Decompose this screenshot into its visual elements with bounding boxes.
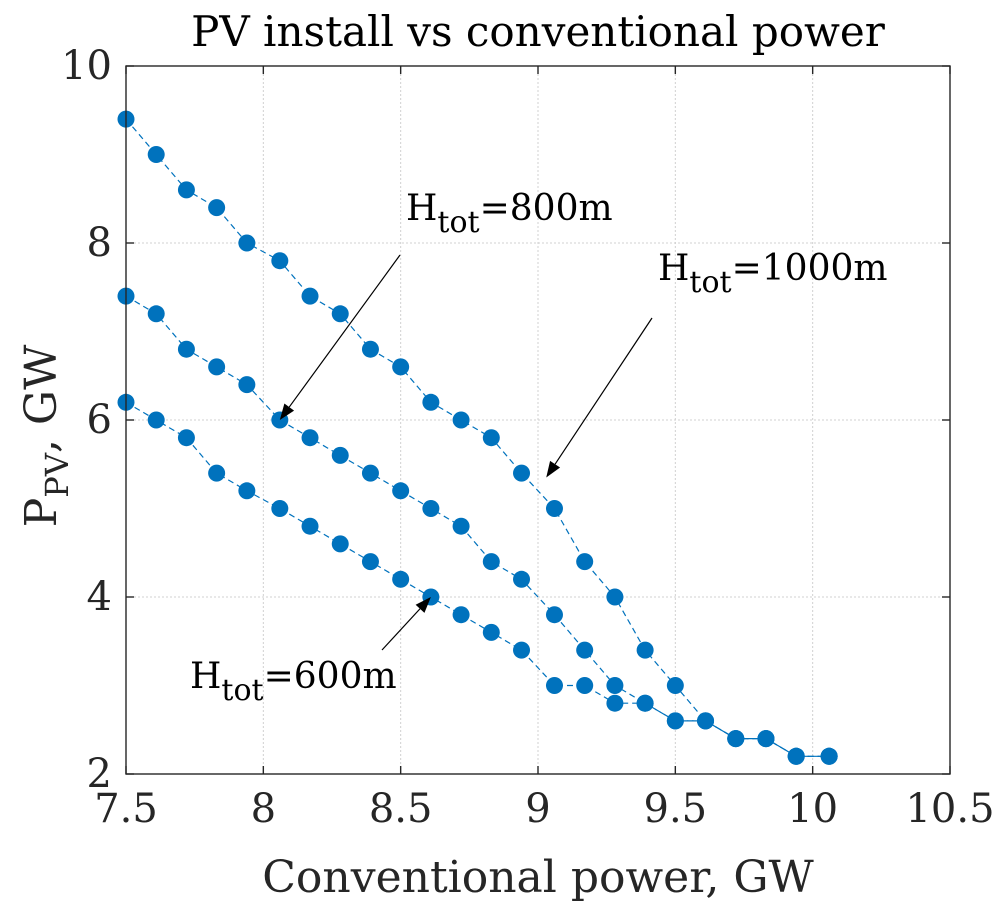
data-point xyxy=(576,677,594,694)
annotation-arrow-shaft xyxy=(554,317,653,465)
annotation-a800: Htot=800m xyxy=(279,188,613,420)
x-tick-label: 10 xyxy=(787,786,838,832)
annotation-arrow-head xyxy=(546,460,561,478)
annotation-arrow-shaft xyxy=(381,608,421,651)
data-point xyxy=(301,287,319,305)
data-point xyxy=(361,464,379,482)
data-point xyxy=(452,606,470,624)
axes xyxy=(125,65,951,775)
data-point xyxy=(697,712,715,730)
annotation-label: Htot=800m xyxy=(406,188,613,240)
x-tick-label: 8 xyxy=(251,786,276,832)
data-point xyxy=(392,358,410,376)
data-point xyxy=(331,535,349,553)
data-point xyxy=(177,429,195,447)
data-point xyxy=(727,730,745,748)
data-point xyxy=(576,553,594,571)
data-point xyxy=(513,464,531,482)
x-tick-label: 8.5 xyxy=(369,786,433,832)
x-tick-label: 9 xyxy=(525,786,550,832)
annotation-arrow-shaft xyxy=(288,254,401,408)
data-point xyxy=(482,429,500,447)
data-point xyxy=(482,553,500,571)
data-point xyxy=(177,181,195,199)
data-point xyxy=(787,747,805,765)
data-point xyxy=(606,694,624,712)
y-axis-label: PPV, GW xyxy=(16,344,76,527)
data-point xyxy=(208,199,226,217)
data-point xyxy=(636,641,654,659)
x-tick-label: 10.5 xyxy=(905,786,994,832)
data-point xyxy=(361,553,379,571)
data-point xyxy=(513,641,531,659)
data-point xyxy=(271,500,289,517)
data-point xyxy=(545,500,563,517)
data-point xyxy=(757,730,775,748)
data-point xyxy=(238,234,256,252)
series-layer xyxy=(117,110,838,765)
data-point xyxy=(422,500,440,517)
series-2 xyxy=(117,110,838,765)
annotation-arrow-head xyxy=(415,597,431,613)
data-point xyxy=(238,376,256,394)
data-point xyxy=(820,747,838,765)
x-tick-label: 9.5 xyxy=(644,786,708,832)
data-point xyxy=(636,694,654,712)
data-point xyxy=(392,482,410,500)
x-axis-label: Conventional power, GW xyxy=(262,852,814,903)
y-label-suffix: , GW xyxy=(16,344,67,453)
y-label-main: P xyxy=(16,498,67,528)
data-point xyxy=(147,146,165,163)
y-tick-label: 8 xyxy=(87,220,112,266)
y-tick-label: 2 xyxy=(87,751,112,797)
data-point xyxy=(606,677,624,694)
y-tick-label: 10 xyxy=(61,43,112,89)
data-point xyxy=(545,677,563,694)
series-0 xyxy=(117,393,838,765)
data-point xyxy=(361,340,379,358)
annotation-a600: Htot=600m xyxy=(190,597,431,708)
data-point xyxy=(666,712,684,730)
data-point xyxy=(208,464,226,482)
data-point xyxy=(301,517,319,535)
y-tick-label: 4 xyxy=(87,574,112,620)
data-point xyxy=(576,641,594,659)
data-point xyxy=(147,305,165,323)
data-point xyxy=(545,606,563,624)
y-label-sub: PV xyxy=(38,452,76,498)
data-point xyxy=(301,429,319,447)
data-point xyxy=(271,252,289,270)
data-point xyxy=(331,305,349,323)
data-point xyxy=(177,340,195,358)
data-point xyxy=(147,411,165,429)
data-point xyxy=(452,517,470,535)
data-point xyxy=(392,570,410,588)
data-point xyxy=(208,358,226,376)
chart-title: PV install vs conventional power xyxy=(191,7,886,56)
data-point xyxy=(331,446,349,464)
data-point xyxy=(513,570,531,588)
data-point xyxy=(422,393,440,411)
annotation-label: Htot=600m xyxy=(190,656,397,708)
annotation-a1000: Htot=1000m xyxy=(546,248,888,478)
y-tick-label: 6 xyxy=(87,397,112,443)
data-point xyxy=(452,411,470,429)
data-point xyxy=(666,677,684,694)
x-tick-label: 7.5 xyxy=(94,786,158,832)
annotation-arrow-head xyxy=(279,403,295,420)
annotations: Htot=800m Htot=1000m Htot=600m xyxy=(190,188,888,708)
annotation-label: Htot=1000m xyxy=(658,248,888,300)
tick-labels: 7.5 8 8.5 9 9.5 10 10.5 2 4 6 8 10 xyxy=(61,43,994,832)
data-point xyxy=(482,623,500,641)
data-point xyxy=(606,588,624,606)
data-point xyxy=(238,482,256,500)
